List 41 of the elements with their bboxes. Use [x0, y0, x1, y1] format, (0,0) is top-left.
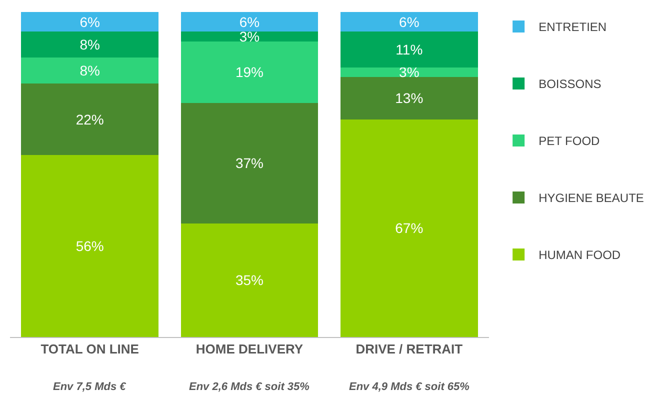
bar — [180, 103, 318, 224]
bar — [340, 67, 478, 77]
bar — [21, 155, 158, 337]
bar — [180, 12, 318, 32]
bar — [340, 77, 478, 120]
data-label: 11% — [396, 41, 423, 58]
bar — [180, 223, 318, 337]
bar — [340, 119, 478, 337]
text: Env 2,6 Mds € soit 35% — [189, 381, 310, 393]
legend-label: HYGIENE BEAUTE — [538, 191, 644, 206]
x-tick-label: HOME DELIVERY — [196, 342, 304, 357]
data-label: 35% — [235, 272, 264, 288]
bar — [340, 32, 478, 68]
legend-label: PET FOOD — [538, 134, 600, 148]
data-label: 8% — [80, 36, 100, 52]
data-label: 56% — [76, 238, 104, 254]
bar — [21, 32, 158, 58]
text: Env 7,5 Mds € — [53, 381, 127, 393]
data-label: 6% — [239, 14, 260, 30]
bar — [21, 58, 158, 84]
data-label: 37% — [235, 155, 264, 172]
data-label: 19% — [235, 64, 264, 80]
data-label: 13% — [395, 90, 424, 106]
data-label: 3% — [399, 64, 420, 80]
bar — [180, 32, 318, 42]
bar — [340, 12, 478, 32]
data-label: 6% — [399, 14, 420, 30]
bar — [180, 41, 318, 103]
legend-label: BOISSONS — [538, 77, 602, 92]
data-label: 8% — [80, 62, 100, 78]
bar — [21, 12, 158, 32]
data-label: 3% — [239, 28, 260, 44]
bar — [21, 84, 158, 155]
legend-label: ENTRETIEN — [538, 20, 607, 34]
data-label: 6% — [80, 14, 100, 30]
legend-label: HUMAN FOOD — [538, 248, 621, 262]
x-tick-label: DRIVE / RETRAIT — [356, 342, 463, 357]
data-label: 22% — [76, 111, 104, 128]
text: Env 4,9 Mds € soit 65% — [349, 381, 470, 393]
x-tick-label: TOTAL ON LINE — [40, 342, 140, 357]
data-label: 67% — [395, 220, 424, 236]
